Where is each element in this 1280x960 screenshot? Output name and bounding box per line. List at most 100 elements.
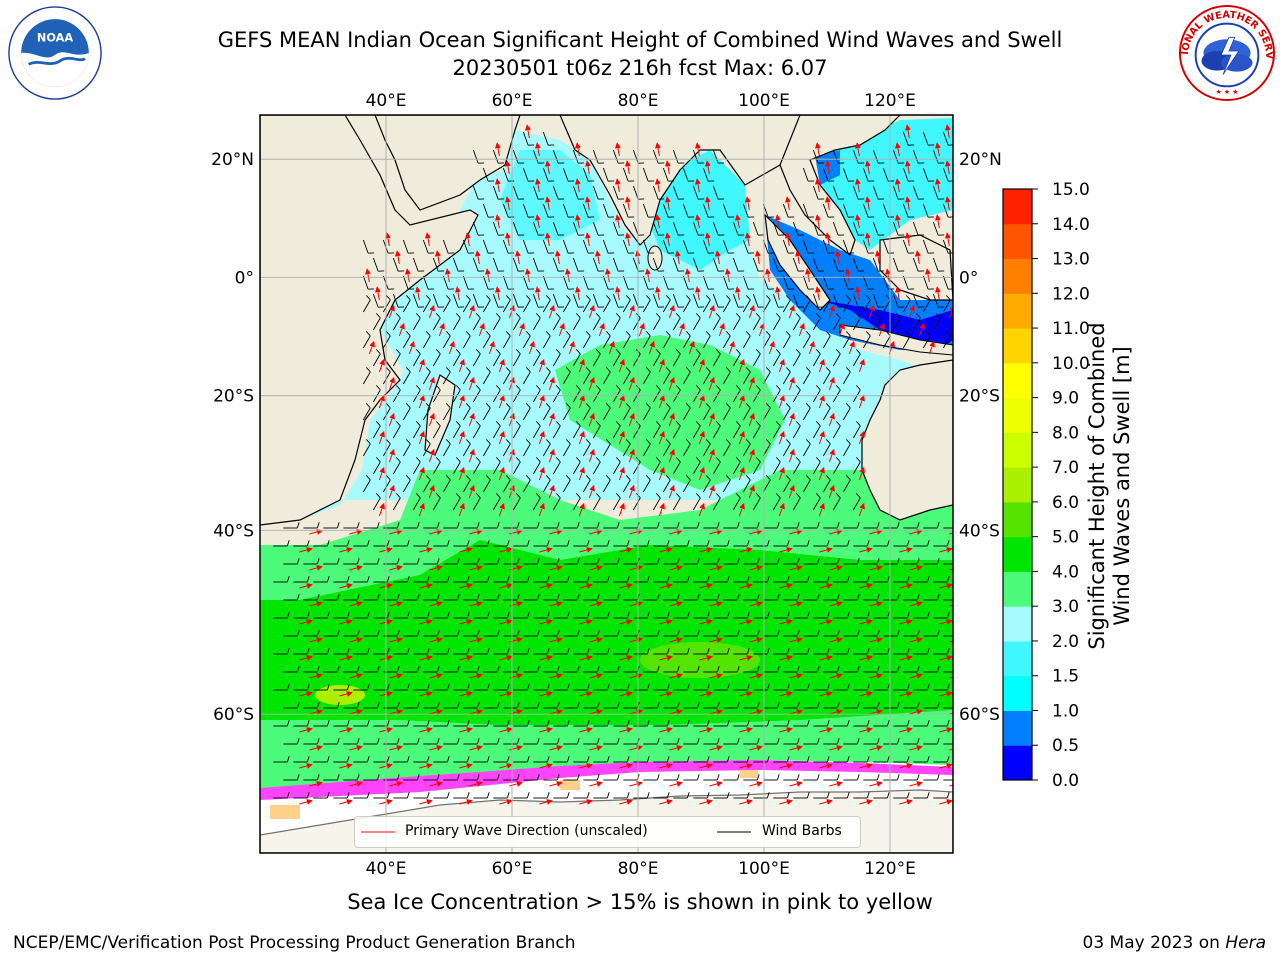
wind-barb <box>933 612 950 619</box>
wave-arrow <box>614 142 621 157</box>
wind-barb <box>442 403 451 421</box>
wind-barb <box>843 774 860 781</box>
wave-arrow <box>544 232 551 247</box>
wind-barb <box>703 558 720 565</box>
wind-barb <box>512 149 525 164</box>
wind-barb <box>513 648 530 655</box>
wind-barb <box>402 367 411 385</box>
wind-barb <box>893 792 910 799</box>
colorbar-swatch-13 <box>1003 293 1032 329</box>
wind-barb <box>283 774 300 781</box>
wind-barb <box>913 612 930 619</box>
lat-label-right-4: 60°S <box>959 705 1000 725</box>
wave-arrow <box>299 547 313 553</box>
lat-label-left-3: 40°S <box>213 521 254 541</box>
wind-barb <box>543 558 560 565</box>
wind-barb <box>593 648 610 655</box>
lon-label-bottom-1: 60°E <box>492 859 533 879</box>
wave-arrow <box>654 214 661 229</box>
wind-barb <box>693 576 710 583</box>
wind-barb <box>783 558 800 565</box>
wave-arrow <box>918 322 925 337</box>
wave-arrow <box>429 565 443 571</box>
wave-arrow <box>498 358 505 373</box>
wave-arrow <box>868 304 875 319</box>
wind-barb <box>893 756 910 763</box>
wind-barb <box>943 599 953 601</box>
wind-barb <box>413 648 430 655</box>
wind-barb <box>552 185 565 200</box>
wind-barb <box>492 149 505 164</box>
wind-barb <box>773 792 790 799</box>
wave-arrow <box>644 268 651 283</box>
wind-barb <box>553 792 570 799</box>
wave-arrow <box>588 304 595 319</box>
wave-arrow <box>498 466 505 481</box>
wave-arrow <box>544 196 551 211</box>
wind-barb <box>462 331 471 349</box>
wind-barb <box>832 293 845 308</box>
wind-barb <box>502 475 511 493</box>
colorbar-swatch-5 <box>1003 571 1032 607</box>
wind-barb <box>403 594 420 601</box>
colorbar-tick-label-5: 3.0 <box>1052 597 1079 617</box>
wave-arrow <box>748 412 755 427</box>
wind-barb <box>842 403 851 421</box>
wave-arrow <box>944 232 951 247</box>
wind-barb <box>542 203 555 218</box>
wind-barb <box>553 648 570 655</box>
wind-barb <box>643 594 660 601</box>
wind-barb <box>482 203 495 218</box>
wave-arrow <box>418 466 425 481</box>
wind-barb <box>813 648 830 655</box>
wave-arrow <box>388 412 395 427</box>
wind-barb <box>812 349 821 367</box>
wind-barb <box>653 720 670 727</box>
wind-barb <box>472 493 481 511</box>
wind-barb <box>613 612 630 619</box>
wave-arrow <box>658 358 665 373</box>
wind-barb <box>913 792 930 799</box>
wind-barb <box>523 558 540 565</box>
wave-arrow <box>778 358 785 373</box>
wave-arrow <box>468 484 475 499</box>
wave-arrow <box>528 340 535 355</box>
wind-barb <box>832 349 841 367</box>
wind-barb <box>753 576 770 583</box>
wind-barb <box>633 684 650 691</box>
wind-barb <box>843 666 860 673</box>
wind-barb <box>922 167 935 182</box>
colorbar-tick-label-17: 15.0 <box>1052 180 1090 200</box>
wind-barb <box>373 576 390 583</box>
wave-arrow <box>924 268 931 283</box>
wind-barb <box>422 295 431 313</box>
wind-barb <box>612 313 621 331</box>
wind-barb <box>662 331 671 349</box>
wind-barb <box>682 439 691 457</box>
wind-barb <box>733 756 750 763</box>
wind-barb <box>612 421 621 439</box>
wind-barb <box>622 295 631 313</box>
wind-barb <box>703 594 720 601</box>
wind-barb <box>662 403 671 421</box>
wind-barb <box>742 239 755 254</box>
wind-barb <box>522 331 531 349</box>
wind-barb <box>362 275 375 290</box>
wind-barb <box>522 439 531 457</box>
wind-barb <box>552 349 561 367</box>
wave-arrow <box>858 394 865 409</box>
wind-barb <box>543 666 560 673</box>
wind-barb <box>823 666 840 673</box>
wind-barb <box>512 185 525 200</box>
wave-arrow <box>378 358 385 373</box>
wind-barb <box>653 612 670 619</box>
wind-barb <box>462 367 471 385</box>
wind-barb <box>313 648 330 655</box>
wind-barb <box>603 666 620 673</box>
wind-barb <box>783 666 800 673</box>
wave-arrow <box>498 502 505 517</box>
wind-barb <box>893 720 910 727</box>
wind-barb <box>423 702 440 709</box>
wind-barb <box>533 684 550 691</box>
wave-arrow <box>578 430 585 445</box>
